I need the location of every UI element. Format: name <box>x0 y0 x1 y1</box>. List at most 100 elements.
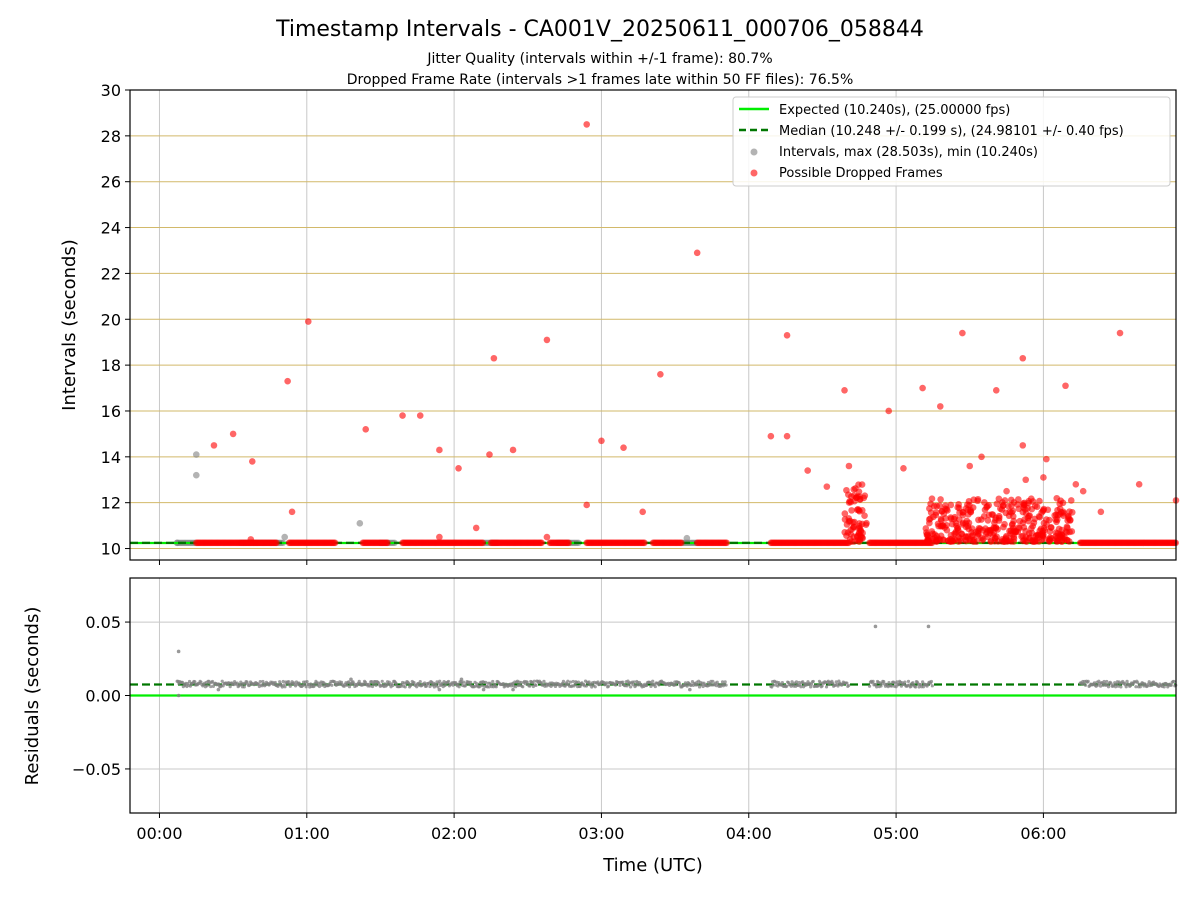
dropped-frame-point <box>783 332 791 339</box>
residual-point <box>461 680 466 684</box>
dropped-frame-point <box>885 407 893 415</box>
residual-point <box>811 679 815 684</box>
residual-point <box>521 685 525 689</box>
legend-box <box>732 96 1171 187</box>
dropped-frame-point <box>1039 527 1047 535</box>
interval-point <box>683 534 691 542</box>
residual-point <box>418 679 422 684</box>
dropped-frame-point <box>1019 500 1027 507</box>
dropped-frame-point <box>1046 528 1054 535</box>
residual-point <box>370 684 375 689</box>
dropped-frame-point <box>950 515 958 523</box>
residual-point <box>330 683 334 687</box>
x-tick-label: 02:00 <box>431 824 477 843</box>
dropped-frame-point <box>846 497 854 505</box>
residual-point <box>674 683 678 687</box>
residual-point <box>514 685 518 689</box>
residual-point <box>477 685 482 689</box>
dropped-frame-point <box>210 442 218 449</box>
dropped-frame-point <box>1005 512 1013 520</box>
bottom-x-ticks: 00:00 01:00 02:00 03:00 04:00 05:00 06:00 <box>136 813 1066 843</box>
residual-point <box>632 680 636 684</box>
residual-point <box>809 682 814 686</box>
bottom-panel: −0.050.000.05 00:00 01:00 02:00 03:00 04:00 0… <box>22 577 1178 876</box>
residual-point <box>387 680 391 684</box>
bottom-y-tick-label: −0.05 <box>72 760 121 779</box>
bottom-y-tick-label: 0.05 <box>85 613 121 632</box>
dropped-frame-point <box>966 501 973 509</box>
dropped-frame-point <box>538 539 545 547</box>
dropped-frame-point <box>657 370 664 378</box>
x-axis-label: Time (UTC) <box>602 855 703 876</box>
residual-point <box>644 683 649 688</box>
residual-point <box>794 680 799 684</box>
dropped-frame-point <box>845 462 853 470</box>
residual-point <box>913 685 918 689</box>
residual-point <box>210 679 215 684</box>
dropped-frame-point <box>926 519 933 527</box>
dropped-frame-point <box>937 496 944 503</box>
residual-point <box>362 683 366 687</box>
dropped-frame-point <box>436 533 443 541</box>
dropped-frame-point <box>1019 354 1027 362</box>
residual-point <box>895 680 899 684</box>
residual-point <box>469 680 473 685</box>
dropped-frame-point <box>598 437 605 445</box>
residual-point <box>412 680 416 685</box>
residual-point <box>370 679 374 684</box>
dropped-frame-point <box>543 336 551 344</box>
residual-point <box>903 680 907 684</box>
dropped-frame-point <box>1001 497 1009 504</box>
residual-point <box>780 680 784 685</box>
residual-point <box>446 679 451 684</box>
residual-point <box>501 682 505 686</box>
legend-dropped-label: Possible Dropped Frames <box>779 166 943 181</box>
dropped-frame-point <box>1007 527 1015 534</box>
legend-dropped-swatch <box>750 169 758 177</box>
dropped-frame-point <box>767 432 775 440</box>
dropped-frame-point <box>1012 528 1020 535</box>
top-y-tick-label: 26 <box>101 173 121 192</box>
residual-point <box>424 684 429 688</box>
residual-point <box>711 679 715 683</box>
dropped-frame-point <box>929 530 937 538</box>
x-tick-label: 04:00 <box>726 824 772 843</box>
residual-point <box>347 685 352 689</box>
dropped-frame-point <box>846 517 854 525</box>
residual-point <box>456 682 460 686</box>
residual-point <box>887 680 891 685</box>
dropped-frame-point <box>1019 519 1027 527</box>
dropped-frame-point <box>854 493 861 500</box>
residual-point <box>288 684 292 688</box>
residual-point <box>209 684 213 689</box>
residual-point <box>651 679 655 683</box>
dropped-frame-point <box>677 539 685 547</box>
dropped-frame-point <box>1009 507 1017 515</box>
dropped-frame-point <box>479 539 486 547</box>
dropped-frame-point <box>943 526 951 534</box>
residual-point <box>831 681 835 685</box>
dropped-frame-point <box>1030 538 1037 545</box>
dropped-frame-point <box>978 516 985 523</box>
residual-point <box>258 679 262 684</box>
residual-point <box>634 683 638 687</box>
residual-point <box>1105 679 1109 684</box>
residual-point <box>824 685 829 689</box>
dropped-frame-point <box>936 403 944 410</box>
dropped-frame-point <box>970 496 978 504</box>
dropped-frame-point <box>984 517 992 524</box>
dropped-frame-point <box>1068 509 1076 516</box>
residual-point <box>187 679 192 684</box>
dropped-frame-point <box>855 507 863 514</box>
dropped-frame-point <box>966 462 974 470</box>
residual-point <box>437 687 442 692</box>
residual-point <box>809 685 813 689</box>
residual-point <box>1162 685 1166 689</box>
dropped-frame-point <box>995 514 1003 522</box>
residual-point <box>345 683 349 687</box>
dropped-frame-point <box>863 519 870 527</box>
interval-point <box>192 471 200 479</box>
dropped-frame-point <box>924 538 932 545</box>
dropped-frame-point <box>783 432 791 440</box>
residual-point <box>688 687 692 692</box>
